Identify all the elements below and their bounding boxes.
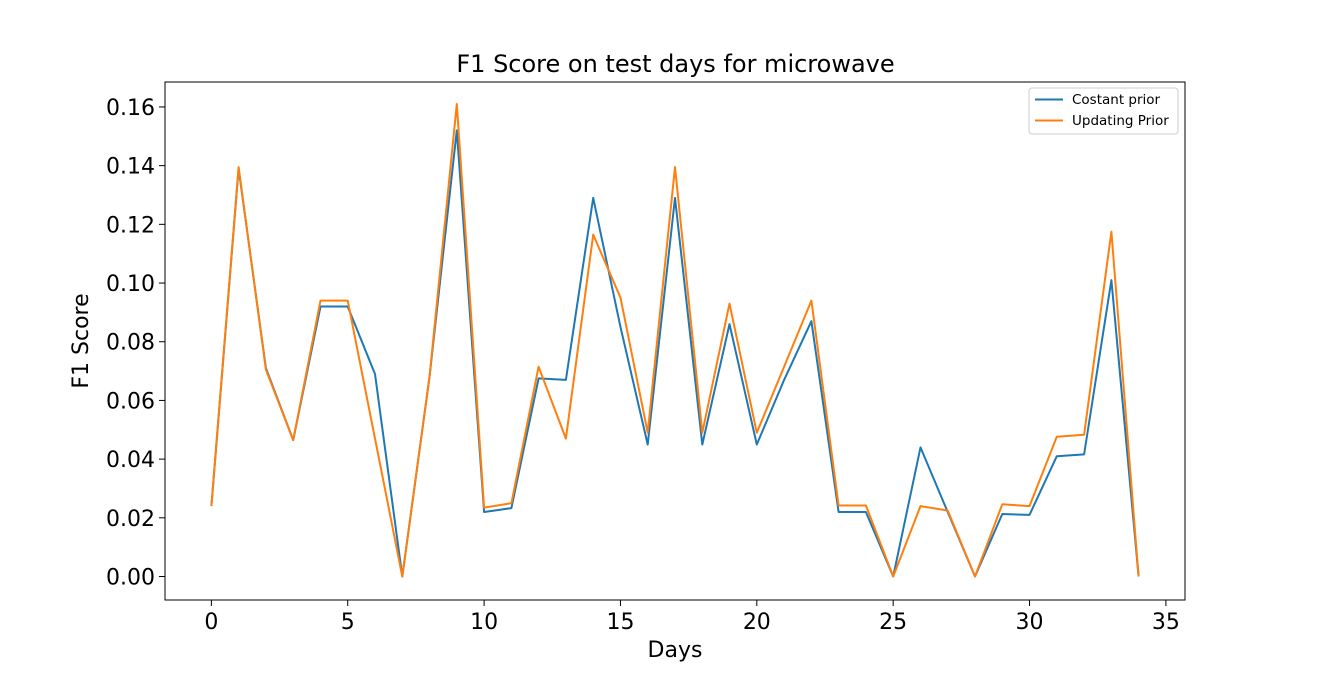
series-line-updating-prior	[210, 103, 1140, 578]
x-tick-label: 15	[606, 610, 634, 635]
x-tick-label: 25	[879, 610, 907, 635]
x-tick-label: 10	[470, 610, 498, 635]
legend-label-costant-prior: Costant prior	[1072, 92, 1161, 108]
y-tick-label: 0.08	[106, 331, 155, 356]
y-tick-label: 0.16	[106, 96, 155, 121]
y-tick-label: 0.04	[106, 448, 155, 473]
y-tick-label: 0.12	[106, 213, 155, 238]
y-axis-label: F1 Score	[69, 293, 94, 388]
x-tick-label: 30	[1016, 610, 1044, 635]
series-lines	[210, 103, 1140, 578]
x-tick-label: 20	[743, 610, 771, 635]
y-tick-label: 0.14	[106, 155, 155, 180]
x-axis: 0 5 10 15 20 25 30 35	[204, 600, 1180, 635]
series-line-costant-prior	[210, 129, 1140, 578]
legend: Costant prior Updating Prior	[1028, 87, 1179, 135]
legend-box	[1028, 87, 1179, 135]
y-tick-label: 0.06	[106, 389, 155, 414]
y-axis: 0.00 0.02 0.04 0.06 0.08 0.10 0.12 0.14 0.16	[106, 96, 165, 591]
plot-area	[164, 81, 1186, 601]
x-tick-label: 35	[1152, 610, 1180, 635]
x-axis-label: Days	[648, 638, 703, 663]
x-tick-label: 0	[204, 610, 218, 635]
x-tick-label: 5	[341, 610, 355, 635]
y-tick-label: 0.00	[106, 566, 155, 591]
y-tick-label: 0.10	[106, 272, 155, 297]
legend-label-updating-prior: Updating Prior	[1072, 113, 1169, 129]
chart-title: F1 Score on test days for microwave	[456, 50, 894, 78]
y-tick-label: 0.02	[106, 507, 155, 532]
